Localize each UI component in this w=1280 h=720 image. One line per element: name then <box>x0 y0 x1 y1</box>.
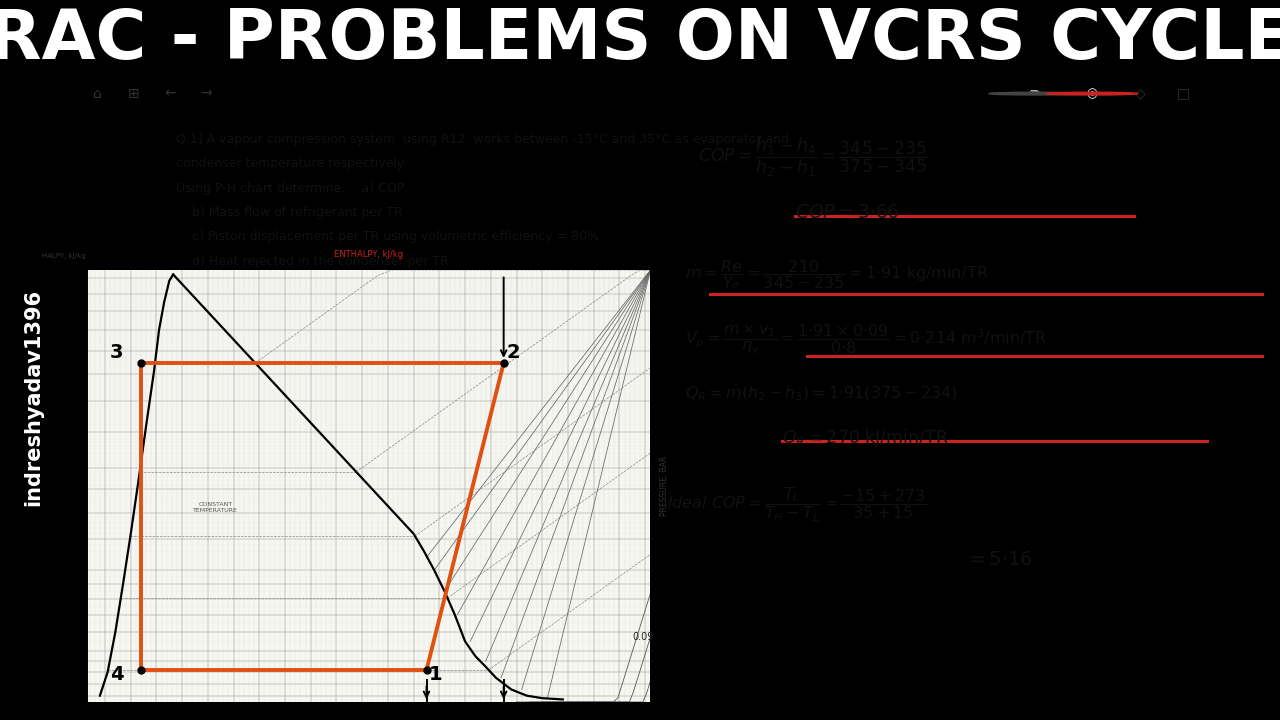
Text: ⊞: ⊞ <box>128 86 140 101</box>
Text: 0.09: 0.09 <box>632 631 654 642</box>
Text: 3: 3 <box>110 343 124 362</box>
Y-axis label: PRESSURE, BAR: PRESSURE, BAR <box>54 451 63 521</box>
Circle shape <box>988 92 1082 95</box>
Text: $V_p = \dfrac{\dot{m} \times v_1}{\eta_v} = \dfrac{1{\cdot}91 \times 0{\cdot}09}: $V_p = \dfrac{\dot{m} \times v_1}{\eta_v… <box>685 318 1048 356</box>
Text: $COP = 3{\cdot}66$: $COP = 3{\cdot}66$ <box>795 203 900 222</box>
Text: 1: 1 <box>429 665 443 684</box>
Text: ENTHALPY, kJ/kg: ENTHALPY, kJ/kg <box>334 251 403 259</box>
Text: b) Mass flow of refrigerant per TR: b) Mass flow of refrigerant per TR <box>175 206 402 219</box>
Text: condenser temperature respectively.: condenser temperature respectively. <box>175 157 406 170</box>
Text: Q.1] A vapour compression system  using R12  works between -15°C and 35°C as eva: Q.1] A vapour compression system using R… <box>175 133 788 146</box>
Text: ◇: ◇ <box>1135 86 1146 101</box>
Text: →: → <box>200 86 212 101</box>
Circle shape <box>1046 92 1138 95</box>
Text: ⌂: ⌂ <box>92 86 101 101</box>
Text: Using P-H chart determine:    a) COP: Using P-H chart determine: a) COP <box>175 181 404 194</box>
Text: indreshyadav1396: indreshyadav1396 <box>23 289 44 506</box>
Text: $Q_R = 270\ \mathrm{kJ/min/TR}$: $Q_R = 270\ \mathrm{kJ/min/TR}$ <box>782 427 948 449</box>
Text: □: □ <box>1176 86 1189 101</box>
Text: d) Heat rejected in the condenser per TR: d) Heat rejected in the condenser per TR <box>175 255 448 268</box>
Text: $\dot{m} = \dfrac{Re}{\gamma_e} = \dfrac{210}{345-235} = 1{\cdot}91\ \mathrm{kg/: $\dot{m} = \dfrac{Re}{\gamma_e} = \dfrac… <box>685 258 989 291</box>
Text: ←: ← <box>164 86 175 101</box>
Text: 2: 2 <box>506 343 520 362</box>
Text: c) Piston displacement per TR using volumetric efficiency = 80%: c) Piston displacement per TR using volu… <box>175 230 599 243</box>
Text: $= 5{\cdot}16$: $= 5{\cdot}16$ <box>965 549 1033 569</box>
Text: 375: 375 <box>484 248 524 268</box>
Text: e) Ideal COP: e) Ideal COP <box>175 279 269 292</box>
Text: $Ideal\ COP = \dfrac{T_L}{T_H - T_L} = \dfrac{-15 + 273}{35 + 15}$: $Ideal\ COP = \dfrac{T_L}{T_H - T_L} = \… <box>667 486 927 524</box>
Text: CONSTANT
TEMPERATURE: CONSTANT TEMPERATURE <box>193 503 238 513</box>
Text: $Q_R = \dot{m}(h_2 - h_3) = 1{\cdot}91(375 - 234)$: $Q_R = \dot{m}(h_2 - h_3) = 1{\cdot}91(3… <box>685 382 959 402</box>
Text: $COP = \dfrac{h_1 - h_4}{h_2 - h_1} = \dfrac{345 - 235}{375 - 345}$: $COP = \dfrac{h_1 - h_4}{h_2 - h_1} = \d… <box>698 136 928 179</box>
Text: ✏: ✏ <box>1029 87 1041 100</box>
Text: RAC - PROBLEMS ON VCRS CYCLE: RAC - PROBLEMS ON VCRS CYCLE <box>0 6 1280 73</box>
Text: ◎: ◎ <box>1087 87 1097 100</box>
Text: 4: 4 <box>110 665 124 684</box>
Text: PRESSURE, BAR: PRESSURE, BAR <box>660 456 669 516</box>
Text: HALPY, kJ/kg: HALPY, kJ/kg <box>42 253 86 259</box>
